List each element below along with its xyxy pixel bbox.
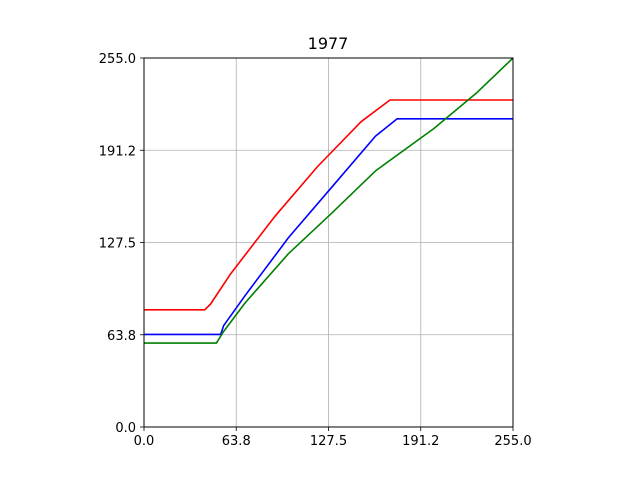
y-axis: 0.0 63.8 127.5 191.2 255.0 (99, 52, 144, 436)
x-tick-label-1: 63.8 (222, 434, 251, 449)
series-line-2 (144, 57, 514, 344)
chart-title: 1977 (308, 34, 349, 53)
x-axis: 0.0 63.8 127.5 191.2 255.0 (134, 427, 532, 449)
x-tick-label-2: 127.5 (310, 434, 347, 449)
x-tick-label-3: 191.2 (402, 434, 439, 449)
y-tick-label-1: 63.8 (107, 329, 136, 344)
x-tick-label-0: 0.0 (134, 434, 155, 449)
y-tick-label-0: 0.0 (115, 421, 136, 436)
y-tick-label-3: 191.2 (99, 144, 136, 159)
x-tick-label-4: 255.0 (494, 434, 531, 449)
y-tick-label-4: 255.0 (99, 52, 136, 67)
series-line-1 (144, 118, 513, 336)
y-tick-label-2: 127.5 (99, 237, 136, 252)
series-line-0 (144, 99, 513, 311)
series-group (144, 57, 514, 344)
